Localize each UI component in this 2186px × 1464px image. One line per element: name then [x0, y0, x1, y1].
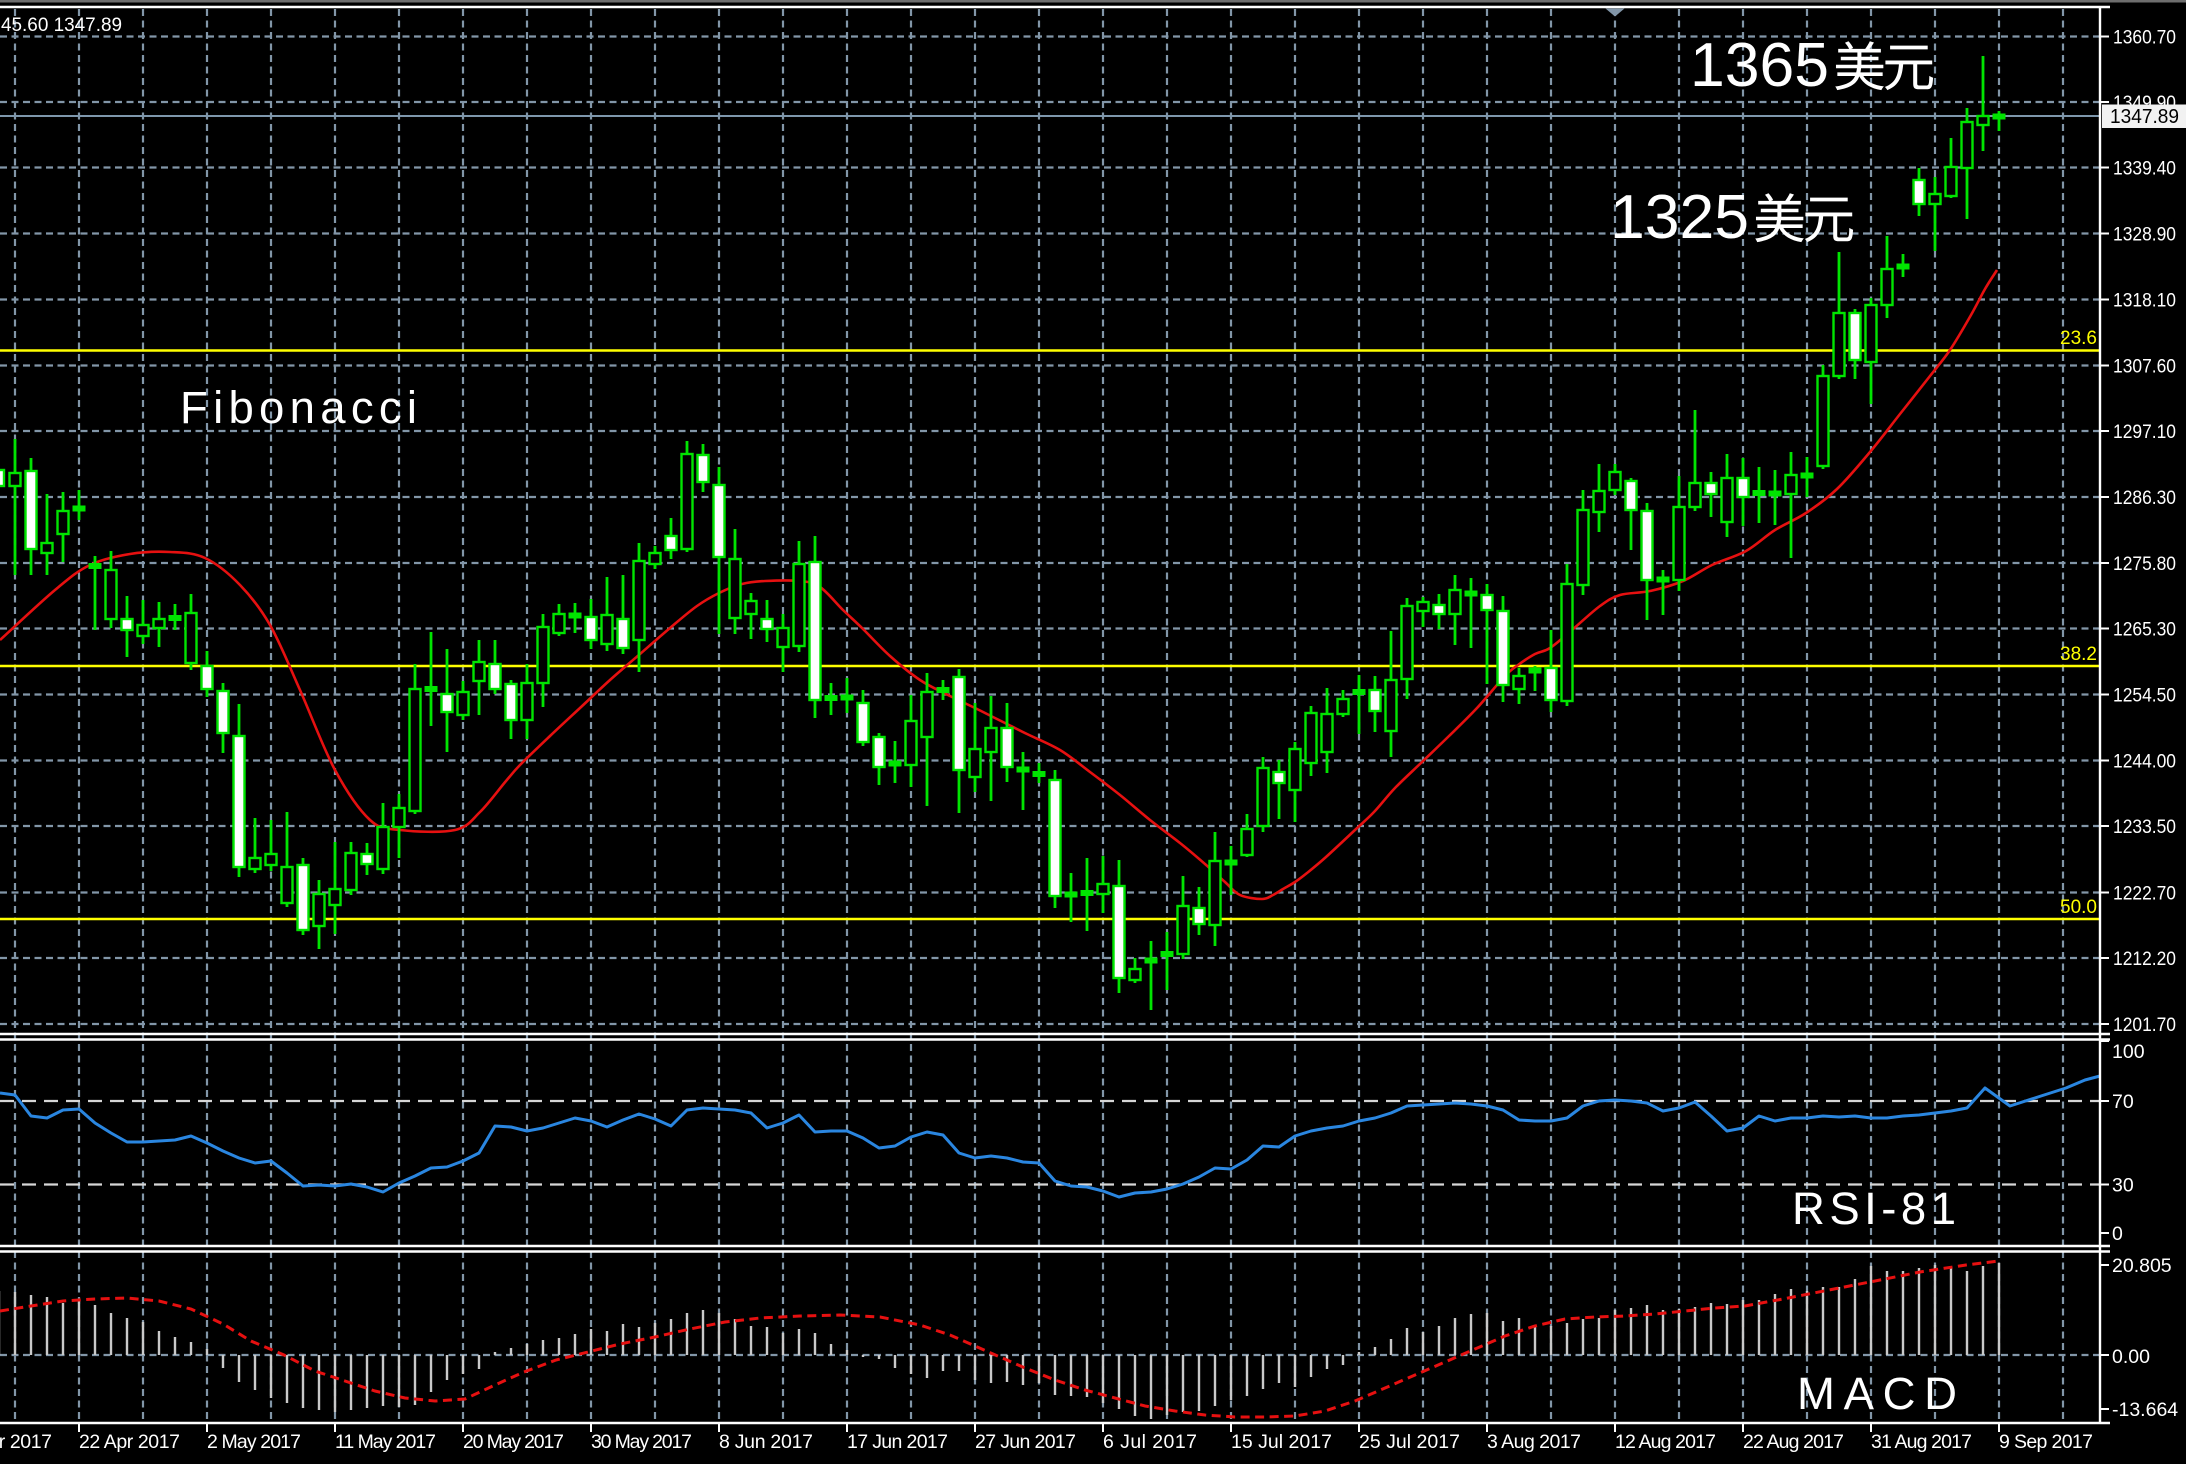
svg-text:Fibonacci: Fibonacci: [180, 382, 417, 433]
svg-text:9 Sep 2017: 9 Sep 2017: [1999, 1431, 2093, 1453]
svg-text:27 Jun 2017: 27 Jun 2017: [975, 1431, 1076, 1453]
svg-text:12 Aug 2017: 12 Aug 2017: [1615, 1431, 1716, 1453]
svg-text:25 Jul 2017: 25 Jul 2017: [1359, 1431, 1460, 1453]
svg-text:23.6: 23.6: [2060, 328, 2097, 349]
svg-text:70: 70: [2112, 1091, 2134, 1113]
svg-text:1265.30: 1265.30: [2113, 619, 2176, 641]
svg-text:RSI-81: RSI-81: [1792, 1183, 1956, 1234]
svg-text:30 May 2017: 30 May 2017: [591, 1431, 692, 1453]
svg-text:1275.80: 1275.80: [2113, 553, 2176, 575]
svg-text:50.0: 50.0: [2060, 897, 2097, 918]
svg-text:1325: 1325: [1610, 182, 1749, 252]
svg-text:0: 0: [2112, 1223, 2123, 1245]
svg-text:15 Jul 2017: 15 Jul 2017: [1231, 1431, 1332, 1453]
svg-text:1339.40: 1339.40: [2113, 158, 2176, 180]
svg-text:1212.20: 1212.20: [2113, 948, 2176, 970]
svg-text:22 Aug 2017: 22 Aug 2017: [1743, 1431, 1844, 1453]
svg-text:2 May 2017: 2 May 2017: [207, 1431, 301, 1453]
svg-text:1365: 1365: [1690, 30, 1829, 100]
svg-text:45.60 1347.89: 45.60 1347.89: [1, 14, 122, 36]
svg-text:100: 100: [2112, 1041, 2145, 1063]
svg-text:1347.89: 1347.89: [2110, 105, 2179, 128]
svg-text:1360.70: 1360.70: [2113, 27, 2176, 49]
svg-text:6 Jul 2017: 6 Jul 2017: [1103, 1431, 1197, 1453]
svg-text:3 Aug 2017: 3 Aug 2017: [1487, 1431, 1581, 1453]
svg-text:-13.664: -13.664: [2112, 1399, 2178, 1421]
svg-text:1222.70: 1222.70: [2113, 883, 2176, 905]
svg-text:1328.90: 1328.90: [2113, 224, 2176, 246]
svg-text:20.805: 20.805: [2112, 1255, 2172, 1277]
svg-text:11 May 2017: 11 May 2017: [335, 1431, 436, 1453]
svg-text:31 Aug 2017: 31 Aug 2017: [1871, 1431, 1972, 1453]
svg-text:1307.60: 1307.60: [2113, 356, 2176, 378]
svg-text:8 Jun 2017: 8 Jun 2017: [719, 1431, 813, 1453]
svg-text:17 Jun 2017: 17 Jun 2017: [847, 1431, 948, 1453]
svg-text:0.00: 0.00: [2112, 1346, 2150, 1368]
svg-text:12 Apr 2017: 12 Apr 2017: [0, 1431, 52, 1453]
svg-text:1254.50: 1254.50: [2113, 685, 2176, 707]
svg-text:1297.10: 1297.10: [2113, 421, 2176, 443]
svg-text:1233.50: 1233.50: [2113, 816, 2176, 838]
svg-text:1244.00: 1244.00: [2113, 751, 2176, 773]
svg-text:30: 30: [2112, 1175, 2134, 1197]
svg-text:1201.70: 1201.70: [2113, 1014, 2176, 1036]
svg-text:1318.10: 1318.10: [2113, 290, 2176, 312]
svg-text:1286.30: 1286.30: [2113, 487, 2176, 509]
svg-text:20 May 2017: 20 May 2017: [463, 1431, 564, 1453]
svg-text:38.2: 38.2: [2060, 644, 2097, 665]
svg-text:22 Apr 2017: 22 Apr 2017: [79, 1431, 180, 1453]
